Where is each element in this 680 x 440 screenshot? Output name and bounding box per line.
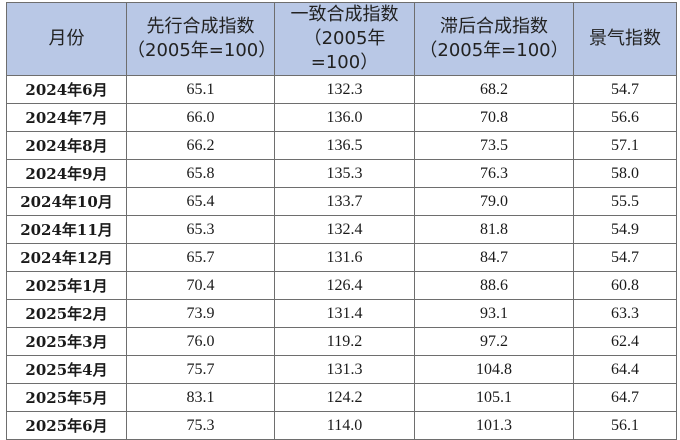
header-month-label: 月份 (48, 28, 85, 49)
month-cell: 2025年3月 (6, 327, 127, 356)
climate-index-cell: 58.0 (573, 159, 677, 188)
table-row: 2025年5月 83.1 124.2 105.1 64.7 (6, 383, 677, 412)
header-coincident-label: 一致合成指数 (290, 4, 399, 25)
leading-index-cell: 75.7 (126, 355, 275, 384)
table-row: 2024年9月 65.8 135.3 76.3 58.0 (6, 159, 677, 188)
coincident-index-cell: 131.3 (274, 355, 415, 384)
table-row: 2024年7月 66.0 136.0 70.8 56.6 (6, 103, 677, 132)
lagging-index-cell: 93.1 (414, 299, 574, 328)
leading-index-cell: 75.3 (126, 411, 275, 440)
lagging-index-cell: 88.6 (414, 271, 574, 300)
month-cell: 2025年6月 (6, 411, 127, 440)
table-header: 月份 先行合成指数 （2005年=100） 一致合成指数 （2005年=100）… (6, 2, 677, 76)
leading-index-cell: 65.1 (126, 75, 275, 104)
month-cell: 2024年12月 (6, 243, 127, 272)
climate-index-cell: 54.9 (573, 215, 677, 244)
table-row: 2025年3月 76.0 119.2 97.2 62.4 (6, 327, 677, 356)
index-table: 月份 先行合成指数 （2005年=100） 一致合成指数 （2005年=100）… (6, 2, 677, 440)
lagging-index-cell: 84.7 (414, 243, 574, 272)
month-cell: 2025年4月 (6, 355, 127, 384)
climate-index-cell: 60.8 (573, 271, 677, 300)
coincident-index-cell: 124.2 (274, 383, 415, 412)
lagging-index-cell: 81.8 (414, 215, 574, 244)
month-cell: 2024年11月 (6, 215, 127, 244)
month-cell: 2024年7月 (6, 103, 127, 132)
coincident-index-cell: 136.0 (274, 103, 415, 132)
table-row: 2025年4月 75.7 131.3 104.8 64.4 (6, 355, 677, 384)
leading-index-cell: 65.3 (126, 215, 275, 244)
header-lagging-index: 滞后合成指数 （2005年=100） (414, 2, 574, 76)
coincident-index-cell: 131.4 (274, 299, 415, 328)
climate-index-cell: 57.1 (573, 131, 677, 160)
header-lagging-label: 滞后合成指数 (440, 16, 548, 37)
lagging-index-cell: 70.8 (414, 103, 574, 132)
climate-index-cell: 54.7 (573, 243, 677, 272)
header-lagging-base: （2005年=100） (419, 40, 569, 61)
coincident-index-cell: 132.4 (274, 215, 415, 244)
climate-index-cell: 56.6 (573, 103, 677, 132)
table-row: 2025年6月 75.3 114.0 101.3 56.1 (6, 411, 677, 440)
lagging-index-cell: 105.1 (414, 383, 574, 412)
lagging-index-cell: 68.2 (414, 75, 574, 104)
coincident-index-cell: 119.2 (274, 327, 415, 356)
climate-index-cell: 55.5 (573, 187, 677, 216)
month-cell: 2025年2月 (6, 299, 127, 328)
leading-index-cell: 66.0 (126, 103, 275, 132)
table-row: 2024年6月 65.1 132.3 68.2 54.7 (6, 75, 677, 104)
table-row: 2024年10月 65.4 133.7 79.0 55.5 (6, 187, 677, 216)
lagging-index-cell: 76.3 (414, 159, 574, 188)
table-row: 2025年1月 70.4 126.4 88.6 60.8 (6, 271, 677, 300)
table-row: 2024年8月 66.2 136.5 73.5 57.1 (6, 131, 677, 160)
header-leading-index: 先行合成指数 （2005年=100） (126, 2, 277, 76)
table-row: 2025年2月 73.9 131.4 93.1 63.3 (6, 299, 677, 328)
month-cell: 2024年10月 (6, 187, 127, 216)
header-leading-label: 先行合成指数 (146, 16, 255, 37)
header-climate-label: 景气指数 (589, 28, 661, 49)
month-cell: 2025年5月 (6, 383, 127, 412)
leading-index-cell: 83.1 (126, 383, 275, 412)
coincident-index-cell: 133.7 (274, 187, 415, 216)
table-body: 2024年6月 65.1 132.3 68.2 54.7 2024年7月 66.… (6, 75, 677, 440)
month-cell: 2024年8月 (6, 131, 127, 160)
climate-index-cell: 63.3 (573, 299, 677, 328)
coincident-index-cell: 136.5 (274, 131, 415, 160)
header-climate-index: 景气指数 (573, 2, 677, 76)
lagging-index-cell: 73.5 (414, 131, 574, 160)
climate-index-cell: 64.4 (573, 355, 677, 384)
header-row: 月份 先行合成指数 （2005年=100） 一致合成指数 （2005年=100）… (6, 2, 677, 76)
leading-index-cell: 70.4 (126, 271, 275, 300)
coincident-index-cell: 126.4 (274, 271, 415, 300)
climate-index-cell: 64.7 (573, 383, 677, 412)
coincident-index-cell: 131.6 (274, 243, 415, 272)
leading-index-cell: 73.9 (126, 299, 275, 328)
header-month: 月份 (6, 2, 127, 76)
month-cell: 2024年6月 (6, 75, 127, 104)
leading-index-cell: 65.7 (126, 243, 275, 272)
leading-index-cell: 65.8 (126, 159, 275, 188)
climate-index-cell: 54.7 (573, 75, 677, 104)
lagging-index-cell: 97.2 (414, 327, 574, 356)
table-row: 2024年12月 65.7 131.6 84.7 54.7 (6, 243, 677, 272)
climate-index-cell: 56.1 (573, 411, 677, 440)
lagging-index-cell: 104.8 (414, 355, 574, 384)
coincident-index-cell: 135.3 (274, 159, 415, 188)
header-coincident-base: （2005年=100） (303, 28, 386, 73)
month-cell: 2024年9月 (6, 159, 127, 188)
leading-index-cell: 66.2 (126, 131, 275, 160)
leading-index-cell: 76.0 (126, 327, 275, 356)
coincident-index-cell: 132.3 (274, 75, 415, 104)
month-cell: 2025年1月 (6, 271, 127, 300)
header-coincident-index: 一致合成指数 （2005年=100） (274, 2, 415, 76)
table-row: 2024年11月 65.3 132.4 81.8 54.9 (6, 215, 677, 244)
lagging-index-cell: 101.3 (414, 411, 574, 440)
lagging-index-cell: 79.0 (414, 187, 574, 216)
header-leading-base: （2005年=100） (127, 40, 277, 61)
climate-index-cell: 62.4 (573, 327, 677, 356)
leading-index-cell: 65.4 (126, 187, 275, 216)
coincident-index-cell: 114.0 (274, 411, 415, 440)
